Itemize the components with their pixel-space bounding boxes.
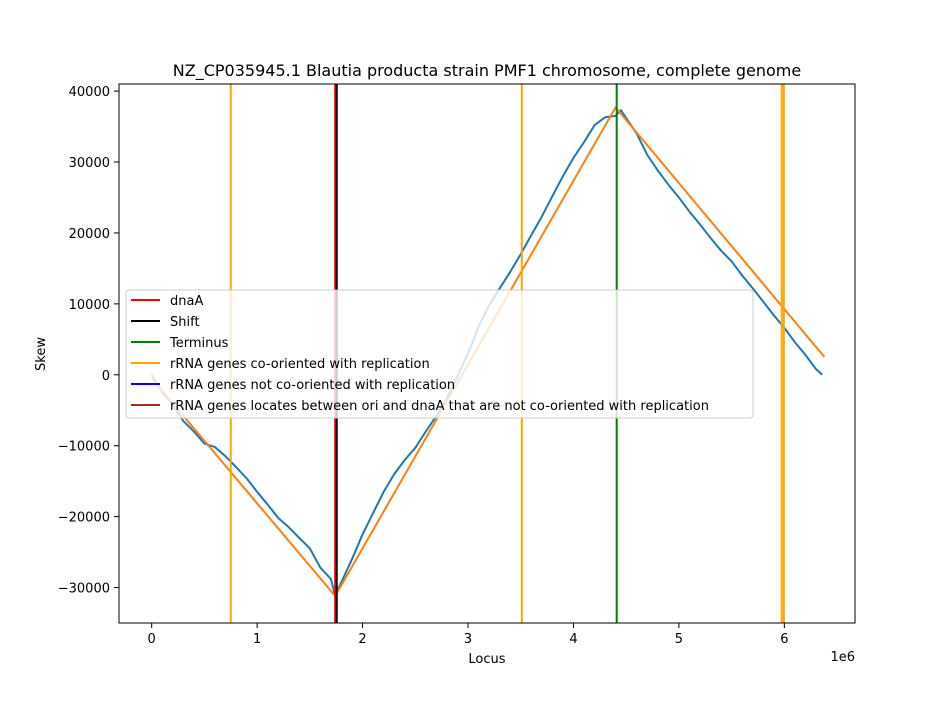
x-tick-label: 5 (675, 632, 683, 647)
legend: dnaA Shift Terminus rRNA genes co-oriented … (125, 289, 754, 419)
chart-title: NZ_CP035945.1 Blautia producta strain PM… (173, 61, 801, 81)
y-tick-label: −30000 (58, 582, 110, 597)
legend-label: rRNA genes co-oriented with replication (170, 357, 430, 372)
y-tick-label: 20000 (69, 227, 110, 242)
x-axis-label: Locus (468, 652, 505, 667)
y-axis: −30000 −20000 −10000 0 10000 20000 30000 40000 (58, 85, 119, 597)
legend-box (125, 289, 754, 419)
y-tick-label: −20000 (58, 511, 110, 526)
x-tick-label: 1 (253, 632, 261, 647)
x-tick-label: 3 (464, 632, 472, 647)
y-axis-label: Skew (34, 337, 49, 371)
y-tick-label: 30000 (69, 156, 110, 171)
legend-label: rRNA genes locates between ori and dnaA … (170, 399, 709, 414)
x-tick-label: 4 (569, 632, 577, 647)
y-tick-label: 0 (102, 369, 110, 384)
x-tick-label: 0 (148, 632, 156, 647)
x-axis-offset-text: 1e6 (830, 650, 855, 665)
legend-label: Terminus (169, 336, 229, 351)
y-tick-label: −10000 (58, 440, 110, 455)
x-tick-label: 6 (780, 632, 788, 647)
legend-label: rRNA genes not co-oriented with replicat… (170, 378, 455, 393)
plot-frame (118, 83, 856, 624)
legend-label: Shift (170, 315, 200, 330)
x-axis: 0 1 2 3 4 5 6 (148, 623, 788, 647)
legend-label: dnaA (170, 294, 203, 309)
x-tick-label: 2 (358, 632, 366, 647)
y-tick-label: 40000 (69, 85, 110, 100)
y-tick-label: 10000 (69, 298, 110, 313)
